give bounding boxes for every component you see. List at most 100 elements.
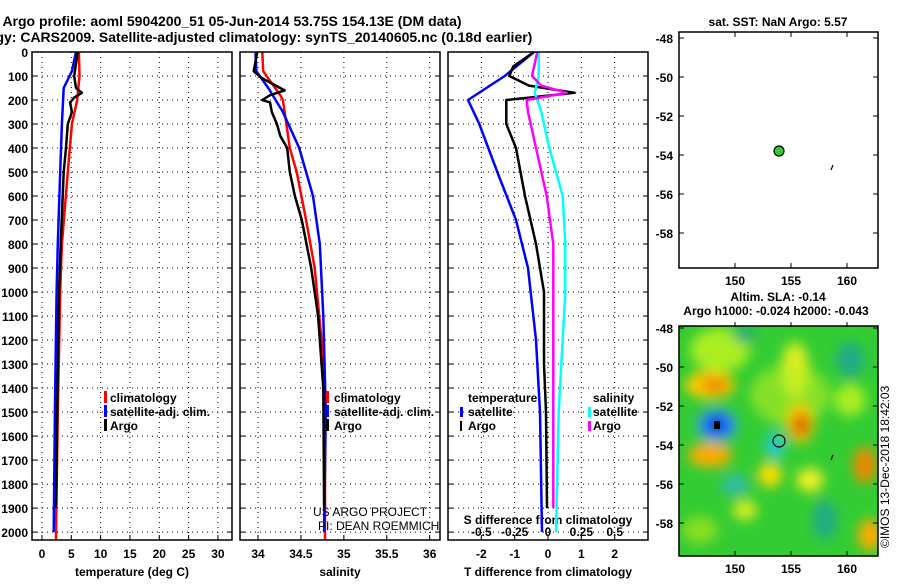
difference-panel: -2 -1 0 1 2 -0.5 -0.25 0 0.25 0.5S difference fro… <box>447 50 649 579</box>
x-axis-label: temperature (deg C) <box>75 565 189 579</box>
x-tick-label: 34 <box>251 547 265 561</box>
legend-climatology: climatology <box>110 391 177 405</box>
x-tick-label: 1 <box>578 547 585 561</box>
x-tick-label: 10 <box>94 547 108 561</box>
argo-location-marker <box>773 145 785 157</box>
x2-tick-label: 0.5 <box>606 525 623 539</box>
depth-tick-label: 1200 <box>1 334 28 348</box>
plot-frame <box>31 51 233 541</box>
difference-legend: temperature satellite Argo salinity sate… <box>460 391 638 433</box>
lat-tick-label: -54 <box>656 439 674 453</box>
depth-tick-label: 700 <box>8 214 28 228</box>
depth-tick-label: 1500 <box>1 406 28 420</box>
depth-tick-label: 100 <box>8 70 28 84</box>
credit-project: US ARGO PROJECT <box>313 505 428 519</box>
x-tick-label: 20 <box>153 547 167 561</box>
x-axis-label: T difference from climatology <box>464 565 632 579</box>
argo-location-marker <box>772 434 786 448</box>
series-argo <box>54 51 84 509</box>
x-tick-label: 30 <box>211 547 225 561</box>
x-tick-label: 35.5 <box>375 547 399 561</box>
depth-tick-label: 1000 <box>1 286 28 300</box>
lat-tick-label: -52 <box>656 110 674 124</box>
legend-swatch-satellite <box>104 405 107 417</box>
depth-tick-label: 1600 <box>1 430 28 444</box>
lat-tick-label: -58 <box>656 517 674 531</box>
series-temperature-satellite <box>466 51 544 533</box>
legend-argo: Argo <box>334 419 362 433</box>
x2-tick-label: 0.25 <box>570 525 594 539</box>
legend-swatch-s-argo <box>588 421 591 431</box>
x2-axis-label: S difference from climatology <box>464 513 633 527</box>
plot-frame <box>447 51 649 541</box>
imos-credit: ©IMOS 13-Dec-2018 18:42:03 <box>878 385 892 548</box>
lat-tick-label: -56 <box>656 188 674 202</box>
legend-swatch-t-satellite <box>460 407 463 417</box>
legend-swatch-climatology <box>326 391 329 403</box>
sla-map-frame <box>678 325 879 557</box>
x-tick-label: 2 <box>611 547 618 561</box>
legend-s-satellite: satellite <box>593 405 638 419</box>
legend-temperature-title: temperature <box>468 391 538 405</box>
title-line1: Argo profile: aoml 5904200_51 05-Jun-201… <box>2 13 461 29</box>
sst-map: sat. SST: NaN Argo: 5.57 150 155 160 -48 -50… <box>656 15 879 288</box>
sst-map-title: sat. SST: NaN Argo: 5.57 <box>709 15 848 29</box>
salinity-panel: 34 34.5 35 35.5 36 salinity <box>239 51 441 579</box>
sla-map: Altim. SLA: -0.14 Argo h1000: -0.024 h20… <box>656 290 892 576</box>
depth-tick-label: 900 <box>8 262 28 276</box>
lon-tick-label: 155 <box>781 274 801 288</box>
legend-s-argo: Argo <box>593 419 621 433</box>
legend-satellite: satellite-adj. clim. <box>110 405 210 419</box>
legend-swatch-t-argo <box>460 421 462 431</box>
lat-tick-label: -50 <box>656 361 674 375</box>
sla-heatmap <box>679 326 878 556</box>
float-track-mark <box>830 164 834 171</box>
legend-satellite: satellite-adj. clim. <box>334 405 434 419</box>
depth-tick-label: 500 <box>8 166 28 180</box>
lon-tick-label: 160 <box>837 562 857 576</box>
lat-tick-label: -54 <box>656 149 674 163</box>
legend-swatch-satellite <box>326 405 329 417</box>
depth-tick-label: 1700 <box>1 454 28 468</box>
depth-tick-label: 600 <box>8 190 28 204</box>
lat-tick-label: -48 <box>656 32 674 46</box>
x-tick-label: 0 <box>39 547 46 561</box>
depth-tick-label: 800 <box>8 238 28 252</box>
x2-tick-label: -0.5 <box>471 525 492 539</box>
x-tick-label: 25 <box>182 547 196 561</box>
float-track-mark <box>830 454 834 461</box>
depth-tick-label: 0 <box>21 46 28 60</box>
x-tick-label: -1 <box>509 547 520 561</box>
salinity-legend: climatology satellite-adj. clim. Argo US… <box>313 391 439 533</box>
legend-argo: Argo <box>110 419 138 433</box>
temperature-legend: climatology satellite-adj. clim. Argo <box>104 391 210 433</box>
x-tick-label: 35 <box>337 547 351 561</box>
series-temperature-argo <box>505 50 576 509</box>
temperature-panel: 0 5 10 15 20 25 30 temperature (deg C) 0 100 200 30… <box>1 46 233 579</box>
depth-tick-label: 2000 <box>1 526 28 540</box>
x-axis-label: salinity <box>319 565 361 579</box>
series-climatology <box>261 51 327 540</box>
x-tick-label: -2 <box>476 547 487 561</box>
depth-tick-label: 400 <box>8 142 28 156</box>
lat-tick-label: -50 <box>656 71 674 85</box>
lon-tick-label: 150 <box>725 562 745 576</box>
depth-tick-label: 200 <box>8 94 28 108</box>
series-salinity-satellite <box>533 52 567 533</box>
series-satellite-adj-clim- <box>52 51 78 533</box>
legend-swatch-argo <box>104 419 107 431</box>
lat-tick-label: -48 <box>656 322 674 336</box>
series-argo <box>252 51 326 509</box>
x2-tick-label: 0 <box>545 525 552 539</box>
x2-tick-label: -0.25 <box>501 525 529 539</box>
credit-pi: PI: DEAN ROEMMICH <box>318 519 439 533</box>
legend-salinity-title: salinity <box>593 391 635 405</box>
sla-map-title: Altim. SLA: -0.14 <box>730 290 826 304</box>
depth-tick-label: 1100 <box>2 310 28 324</box>
x-tick-label: 0 <box>545 547 552 561</box>
lat-tick-label: -52 <box>656 400 674 414</box>
depth-tick-label: 1400 <box>1 382 28 396</box>
x-tick-label: 36 <box>423 547 437 561</box>
depth-tick-label: 1300 <box>1 358 28 372</box>
